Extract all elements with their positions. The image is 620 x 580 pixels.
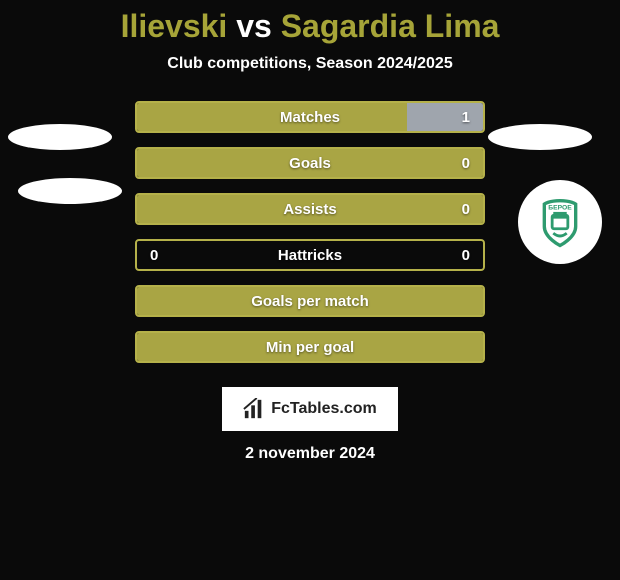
- player1-name: Ilievski: [121, 8, 228, 44]
- chart-icon: [243, 398, 265, 420]
- comparison-title: Ilievski vs Sagardia Lima: [121, 8, 500, 45]
- bar-track: Goals per match: [135, 285, 485, 317]
- stat-row: 0.5Goals per match: [0, 285, 620, 317]
- bar-fill-left: [137, 103, 407, 131]
- bar-fill-left: [137, 287, 483, 315]
- stat-row: 1Assists0: [0, 193, 620, 225]
- subtitle: Club competitions, Season 2024/2025: [167, 55, 452, 73]
- stat-value-right: 0: [462, 147, 470, 179]
- brand-logo: FcTables.com: [222, 387, 398, 431]
- bar-track: Goals: [135, 147, 485, 179]
- bar-fill-left: [137, 149, 483, 177]
- brand-text: FcTables.com: [271, 400, 377, 418]
- stat-row: 5Goals0: [0, 147, 620, 179]
- stat-row: 0Hattricks0: [0, 239, 620, 271]
- date: 2 november 2024: [245, 445, 375, 463]
- bar-track: Hattricks: [135, 239, 485, 271]
- bar-fill-left: [137, 195, 483, 223]
- player2-name: Sagardia Lima: [281, 8, 500, 44]
- stat-label: Hattricks: [137, 241, 483, 269]
- vs-text: vs: [236, 8, 272, 44]
- stat-value-right: 1: [462, 101, 470, 133]
- stat-row: 260Min per goal: [0, 331, 620, 363]
- stat-row: 10Matches1: [0, 101, 620, 133]
- bar-track: Min per goal: [135, 331, 485, 363]
- bar-track: Matches: [135, 101, 485, 133]
- bar-fill-left: [137, 333, 483, 361]
- bar-fill-right: [407, 103, 483, 131]
- stat-value-right: 0: [462, 239, 470, 271]
- stat-value-right: 0: [462, 193, 470, 225]
- bar-track: Assists: [135, 193, 485, 225]
